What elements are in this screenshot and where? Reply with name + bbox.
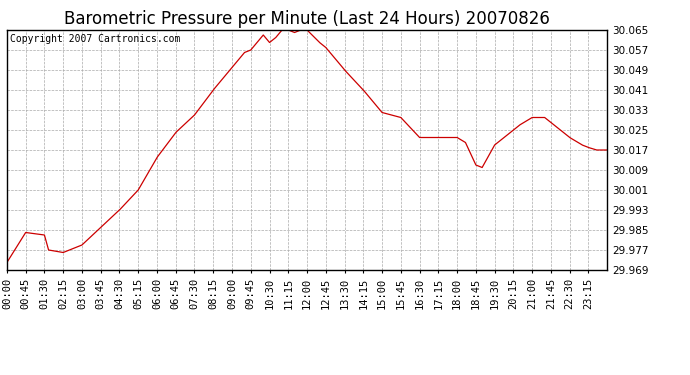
Title: Barometric Pressure per Minute (Last 24 Hours) 20070826: Barometric Pressure per Minute (Last 24 …: [64, 10, 550, 28]
Text: Copyright 2007 Cartronics.com: Copyright 2007 Cartronics.com: [10, 34, 180, 44]
